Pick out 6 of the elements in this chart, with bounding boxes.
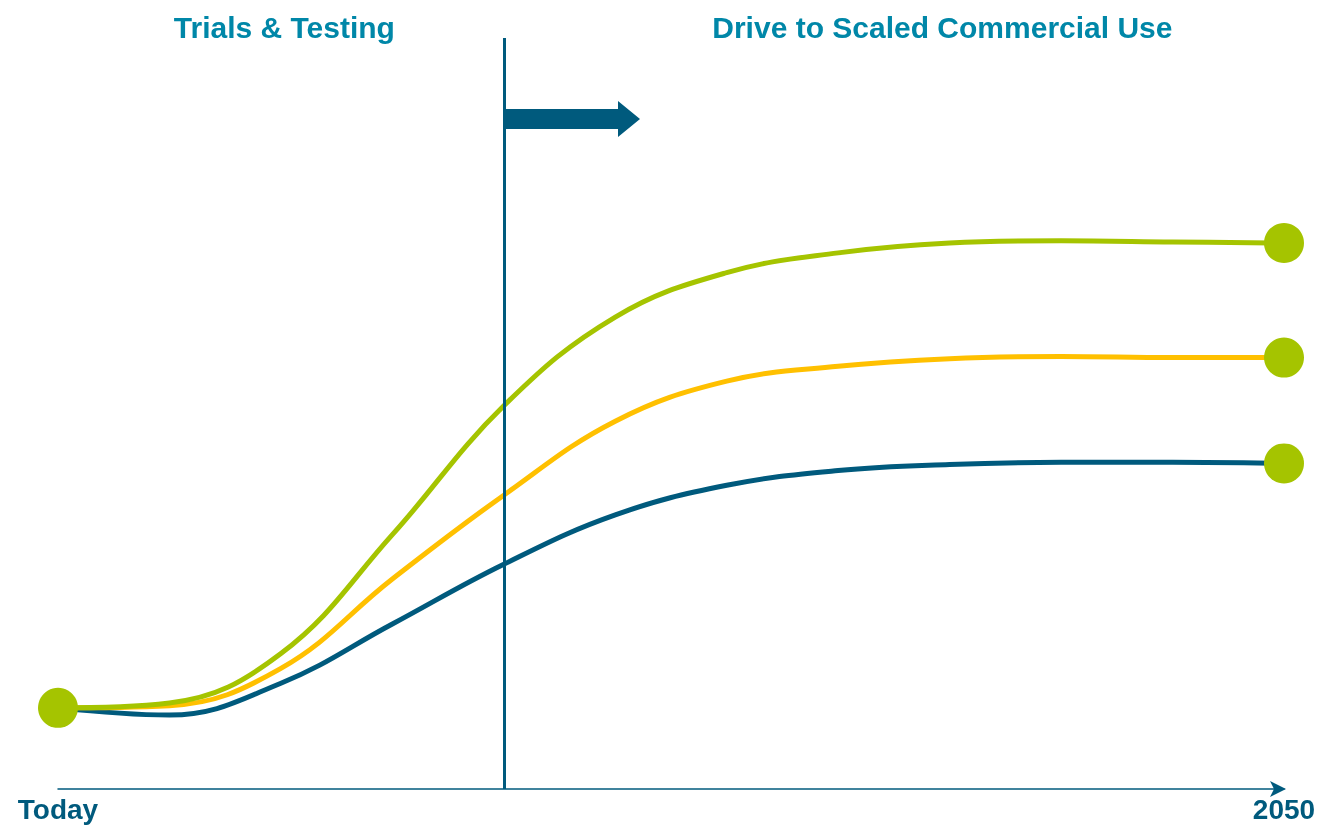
- point: [1264, 223, 1304, 264]
- x-tick-label: 2050: [1252, 793, 1316, 825]
- text: Trials & Testing: [173, 10, 395, 44]
- text: Drive to Scaled Commercial Use: [712, 10, 1173, 44]
- point: [38, 687, 78, 728]
- x-tick-label: Today: [17, 793, 99, 825]
